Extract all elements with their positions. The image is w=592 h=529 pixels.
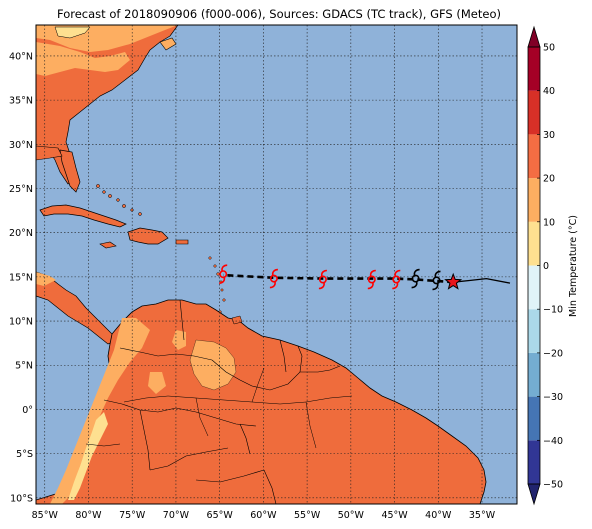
colorbar-segment [528, 90, 540, 135]
colorbar-segment [528, 134, 540, 179]
storm-symbol-icon [318, 269, 327, 290]
storm-symbol-icon [392, 269, 401, 290]
jamaica [99, 241, 117, 249]
country-borders [85, 299, 341, 504]
current-position-star-icon [444, 272, 463, 290]
florida [59, 149, 81, 193]
latitude-tick-label: 40°N [9, 51, 33, 62]
colorbar-tick-label: 10 [543, 217, 555, 228]
longitude-tick-label: 45°W [381, 510, 408, 521]
colorbar-tick-label: −40 [543, 436, 563, 447]
colorbar-tick-label: −50 [543, 480, 563, 491]
hispaniola [127, 227, 169, 245]
map-frame [35, 24, 518, 505]
latitude-tick-label: 0° [22, 405, 33, 416]
longitude-tick-label: 60°W [250, 510, 277, 521]
colorbar-tick-label: 50 [543, 43, 555, 54]
latitude-tick-label: 5°S [16, 449, 33, 460]
longitude-tick-label: 80°W [75, 510, 102, 521]
storm-symbol-icon [269, 268, 278, 289]
longitude-tick-label: 40°W [425, 510, 452, 521]
land-layer [36, 25, 487, 504]
longitude-tick-label: 85°W [32, 510, 59, 521]
colorbar-segment [528, 309, 540, 353]
colorbar-label: Min Temperature (°C) [568, 215, 579, 317]
tc-track [219, 264, 511, 291]
latitude-tick-label: 5°N [15, 361, 33, 372]
colorbar-segment [528, 178, 540, 222]
latitude-tick-label: 10°S [10, 493, 33, 504]
colorbar-segment [528, 265, 540, 310]
colorbar-segment [528, 221, 540, 266]
longitude-tick-label: 35°W [469, 510, 496, 521]
colorbar-segment [528, 440, 540, 484]
storm-symbol-icon [219, 264, 228, 285]
colorbar-tick-label: −20 [543, 348, 563, 359]
latitude-tick-label: 10°N [9, 317, 33, 328]
puerto-rico [175, 239, 189, 245]
colorbar-tick-label: 20 [543, 174, 555, 185]
colorbar-tick-label: 30 [543, 130, 555, 141]
graticule [36, 25, 517, 504]
colorbar-tick-label: 0 [543, 261, 549, 272]
colorbar-segment [528, 47, 540, 91]
colorbar-segment [528, 352, 540, 397]
forecast-track-line [223, 273, 454, 284]
chart-title: Forecast of 2018090906 (f000-006), Sourc… [57, 7, 501, 21]
longitude-tick-label: 75°W [119, 510, 146, 521]
colorbar-under-arrow [527, 483, 541, 506]
storm-symbol-icon [411, 268, 420, 289]
storm-symbol-icon [432, 270, 441, 291]
latitude-tick-label: 25°N [9, 184, 33, 195]
latitude-axis: 40°N 35°N 30°N 25°N 20°N 15°N 10°N 5°N 0° 5°S 10°S [9, 51, 33, 504]
latitude-tick-label: 15°N [9, 272, 33, 283]
cuba [39, 204, 127, 228]
past-track-line [453, 277, 511, 284]
longitude-tick-label: 65°W [207, 510, 234, 521]
longitude-tick-label: 55°W [294, 510, 321, 521]
colorbar-tick-label: −30 [543, 392, 563, 403]
latitude-tick-label: 30°N [9, 140, 33, 151]
colorbar-segment [528, 396, 540, 441]
longitude-tick-label: 70°W [163, 510, 190, 521]
colorbar-tick-label: −10 [543, 305, 563, 316]
colorbar-over-arrow [527, 25, 541, 48]
colorbar: 50 40 30 20 10 0 −10 −20 −30 −40 −50 [527, 25, 563, 506]
latitude-tick-label: 20°N [9, 228, 33, 239]
colorbar-tick-label: 40 [543, 86, 555, 97]
map-panel: 85°W 80°W 75°W 70°W 65°W 60°W 55°W 50°W 45°W 40°W… [9, 24, 518, 521]
longitude-axis: 85°W 80°W 75°W 70°W 65°W 60°W 55°W 50°W 45°W 40°W… [32, 510, 496, 521]
storm-symbol-icon [367, 269, 376, 290]
lesser-antilles [208, 256, 226, 314]
longitude-tick-label: 50°W [338, 510, 365, 521]
latitude-tick-label: 35°N [9, 96, 33, 107]
